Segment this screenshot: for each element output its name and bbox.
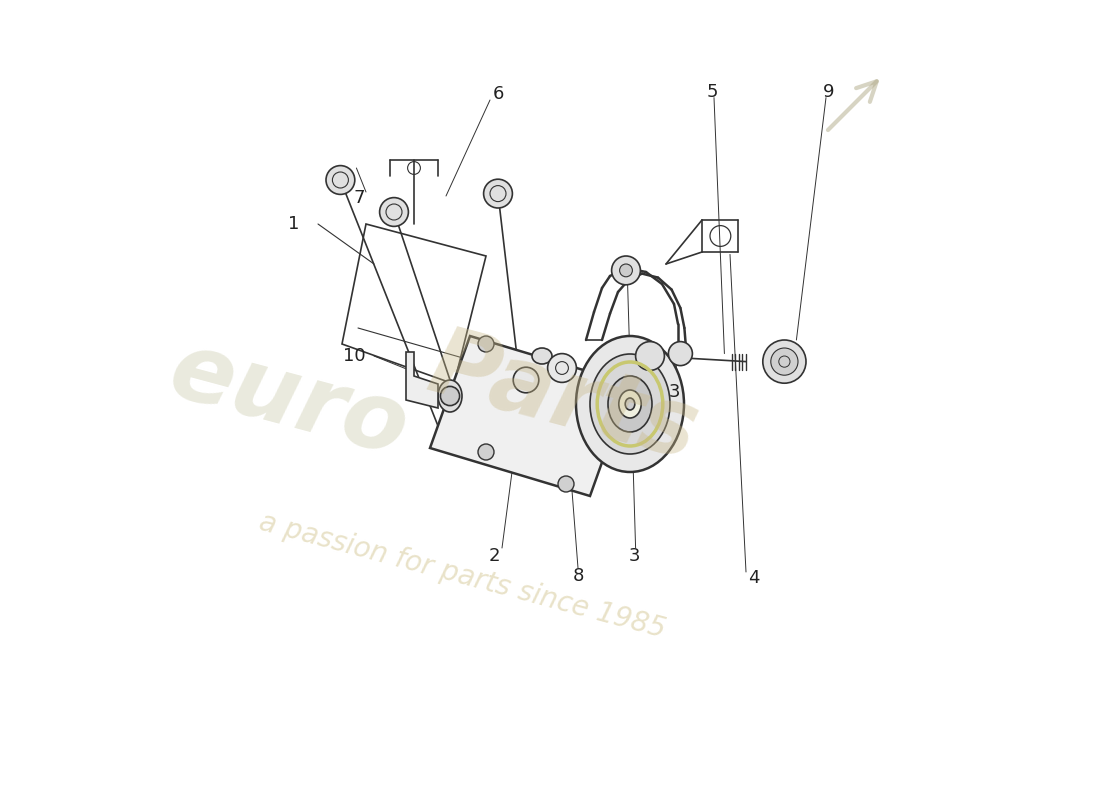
Text: 9: 9 [823,83,834,101]
Text: 7: 7 [354,190,365,207]
Circle shape [636,342,664,370]
Text: 5: 5 [706,83,718,101]
Ellipse shape [619,390,641,418]
Circle shape [771,348,797,375]
Text: 1: 1 [288,215,299,233]
Text: Parts: Parts [418,320,707,480]
Polygon shape [406,352,438,408]
Text: 10: 10 [343,347,365,365]
Circle shape [619,264,632,277]
Ellipse shape [576,336,684,472]
Text: 3: 3 [669,383,680,401]
Text: 8: 8 [572,567,584,585]
Circle shape [514,367,539,393]
Circle shape [478,444,494,460]
Circle shape [484,179,513,208]
Circle shape [762,340,806,383]
Ellipse shape [608,376,652,432]
Circle shape [669,342,692,366]
Ellipse shape [532,348,552,364]
Text: euro: euro [160,324,418,476]
Circle shape [478,336,494,352]
Text: 6: 6 [493,86,504,103]
Circle shape [440,386,460,406]
Text: a passion for parts since 1985: a passion for parts since 1985 [255,508,669,644]
Circle shape [558,476,574,492]
Circle shape [548,354,576,382]
Circle shape [326,166,355,194]
Text: 2: 2 [488,547,499,565]
Text: 4: 4 [748,569,760,586]
Polygon shape [430,336,630,496]
Ellipse shape [438,380,462,412]
Circle shape [379,198,408,226]
Ellipse shape [625,398,635,410]
Ellipse shape [590,354,670,454]
Text: 3: 3 [628,547,640,565]
Circle shape [612,256,640,285]
